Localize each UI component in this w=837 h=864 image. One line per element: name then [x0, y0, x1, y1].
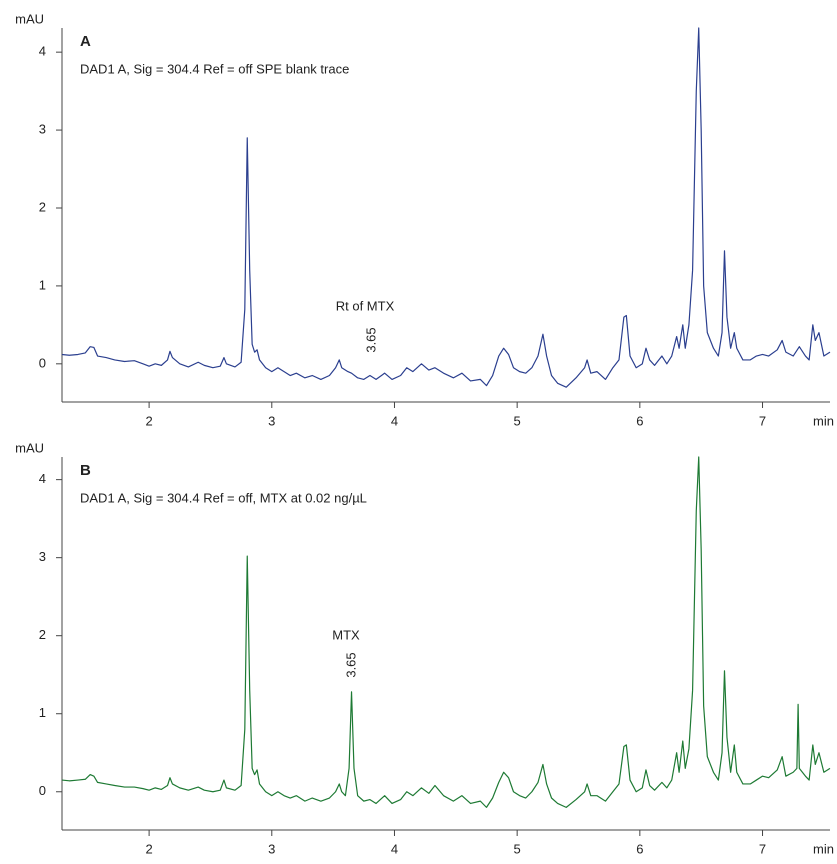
- x-tick-label: 3: [268, 841, 275, 856]
- x-tick-label: 7: [759, 413, 766, 428]
- x-tick-label: 2: [145, 413, 152, 428]
- y-tick-label: 0: [39, 355, 46, 370]
- annotation: 3.65: [343, 652, 358, 677]
- x-tick-label: 4: [391, 841, 398, 856]
- y-tick-label: 2: [39, 199, 46, 214]
- y-axis-label: mAU: [15, 440, 44, 455]
- trace: [61, 456, 831, 808]
- y-tick-label: 4: [39, 44, 46, 59]
- y-tick-label: 3: [39, 549, 46, 564]
- x-tick-label: 4: [391, 413, 398, 428]
- x-tick-label: 5: [514, 413, 521, 428]
- y-tick-label: 1: [39, 277, 46, 292]
- panel-subtitle: DAD1 A, Sig = 304.4 Ref = off SPE blank …: [80, 61, 349, 76]
- x-tick-label: 2: [145, 841, 152, 856]
- x-tick-label: 7: [759, 841, 766, 856]
- panel-subtitle: DAD1 A, Sig = 304.4 Ref = off, MTX at 0.…: [80, 490, 367, 505]
- y-axis-label: mAU: [15, 11, 44, 26]
- y-tick-label: 2: [39, 627, 46, 642]
- y-tick-label: 0: [39, 783, 46, 798]
- y-tick-label: 3: [39, 122, 46, 137]
- x-tick-label: 3: [268, 413, 275, 428]
- x-tick-label: 5: [514, 841, 521, 856]
- panel-title: B: [80, 462, 91, 479]
- x-axis-label: min: [813, 841, 834, 856]
- panel-title: A: [80, 33, 91, 50]
- trace: [61, 27, 831, 388]
- x-tick-label: 6: [636, 841, 643, 856]
- y-tick-label: 4: [39, 471, 46, 486]
- y-tick-label: 1: [39, 705, 46, 720]
- x-tick-label: 6: [636, 413, 643, 428]
- x-axis-label: min: [813, 413, 834, 428]
- annotation: MTX: [332, 627, 360, 642]
- annotation: Rt of MTX: [336, 298, 395, 313]
- annotation: 3.65: [363, 327, 378, 352]
